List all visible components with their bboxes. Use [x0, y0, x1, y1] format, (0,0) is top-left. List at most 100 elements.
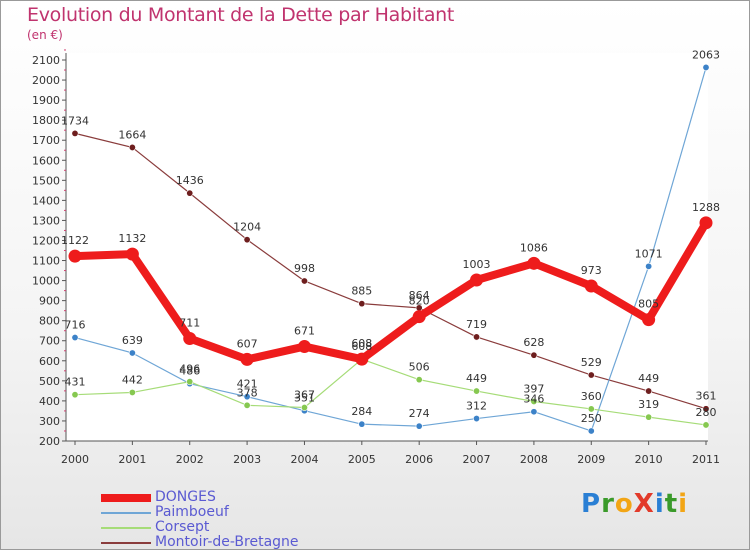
plot-area — [66, 53, 708, 441]
data-point — [642, 313, 656, 327]
data-point — [71, 391, 79, 399]
x-tick-label: 2011 — [692, 453, 720, 466]
data-point — [415, 422, 423, 430]
y-tick-label: 400 — [39, 395, 60, 408]
data-label: 820 — [409, 295, 430, 308]
y-tick-label: 700 — [39, 335, 60, 348]
x-tick-label: 2001 — [118, 453, 146, 466]
data-point — [587, 371, 595, 379]
x-tick-label: 2008 — [520, 453, 548, 466]
data-label: 1132 — [118, 232, 146, 245]
data-label: 319 — [638, 398, 659, 411]
data-point — [243, 401, 251, 409]
data-label: 1288 — [692, 201, 720, 214]
data-label: 378 — [237, 386, 258, 399]
x-tick-label: 2003 — [233, 453, 261, 466]
data-label: 312 — [466, 400, 487, 413]
logo-letter: r — [601, 489, 615, 519]
data-label: 628 — [523, 336, 544, 349]
legend-label: Paimboeuf — [155, 504, 229, 520]
data-label: 805 — [638, 298, 659, 311]
data-point — [186, 189, 194, 197]
data-point — [240, 352, 254, 366]
data-point — [702, 63, 710, 71]
x-tick-label: 2009 — [577, 453, 605, 466]
logo-letter: X — [633, 489, 655, 519]
legend-label: Montoir-de-Bretagne — [155, 534, 299, 550]
data-label: 1204 — [233, 221, 261, 234]
data-point — [527, 256, 541, 270]
x-tick-label: 2007 — [463, 453, 491, 466]
data-label: 608 — [351, 340, 372, 353]
data-label: 608 — [351, 337, 372, 350]
data-label: 671 — [294, 325, 315, 338]
data-point — [128, 143, 136, 151]
data-point — [297, 340, 311, 354]
data-point — [587, 405, 595, 413]
y-tick-label: 900 — [39, 295, 60, 308]
y-tick-label: 1600 — [32, 154, 60, 167]
data-point — [415, 376, 423, 384]
data-point — [186, 378, 194, 386]
data-point — [128, 349, 136, 357]
data-point — [584, 279, 598, 293]
data-point — [412, 310, 426, 324]
data-label: 346 — [523, 393, 544, 406]
legend-label: Corsept — [155, 519, 210, 535]
data-label: 1086 — [520, 241, 548, 254]
data-label: 506 — [409, 361, 430, 374]
data-label: 421 — [237, 378, 258, 391]
data-point — [470, 273, 484, 287]
x-tick-label: 2010 — [635, 453, 663, 466]
data-point — [183, 332, 197, 346]
x-tick-label: 2004 — [290, 453, 318, 466]
chart-title: Evolution du Montant de la Dette par Hab… — [27, 4, 455, 26]
legend-swatch — [101, 494, 151, 502]
data-point — [243, 236, 251, 244]
data-label: 639 — [122, 334, 143, 347]
x-tick-label: 2000 — [61, 453, 89, 466]
data-point — [645, 262, 653, 270]
proxiti-logo: ProXiti — [581, 489, 688, 519]
x-tick-label: 2006 — [405, 453, 433, 466]
legend-label: DONGES — [155, 489, 216, 505]
data-label: 607 — [237, 337, 258, 350]
data-label: 351 — [294, 392, 315, 405]
data-point — [71, 129, 79, 137]
data-label: 361 — [696, 390, 717, 403]
data-label: 885 — [351, 285, 372, 298]
y-tick-label: 1900 — [32, 94, 60, 107]
x-tick-label: 2002 — [176, 453, 204, 466]
data-label: 250 — [581, 412, 602, 425]
y-tick-label: 1400 — [32, 194, 60, 207]
y-axis-unit: (en €) — [27, 28, 63, 42]
y-tick-label: 1100 — [32, 255, 60, 268]
data-label: 998 — [294, 262, 315, 275]
data-label: 360 — [581, 390, 602, 403]
data-point — [125, 247, 139, 261]
data-label: 442 — [122, 373, 143, 386]
legend-swatch — [101, 512, 151, 514]
data-label: 1071 — [635, 247, 663, 260]
data-label: 449 — [466, 372, 487, 385]
y-tick-label: 800 — [39, 315, 60, 328]
logo-letter: o — [614, 489, 634, 519]
data-point — [243, 393, 251, 401]
data-point — [128, 388, 136, 396]
logo-letter: P — [581, 489, 602, 519]
data-label: 367 — [294, 389, 315, 402]
data-label: 496 — [179, 363, 200, 376]
y-tick-label: 1800 — [32, 114, 60, 127]
data-label: 280 — [696, 406, 717, 419]
data-point — [645, 413, 653, 421]
data-point — [702, 405, 710, 413]
data-point — [530, 397, 538, 405]
data-point — [587, 427, 595, 435]
data-label: 711 — [179, 317, 200, 330]
data-label: 274 — [409, 407, 430, 420]
data-point — [530, 408, 538, 416]
data-label: 397 — [523, 382, 544, 395]
data-label: 719 — [466, 318, 487, 331]
y-tick-label: 2100 — [32, 54, 60, 67]
